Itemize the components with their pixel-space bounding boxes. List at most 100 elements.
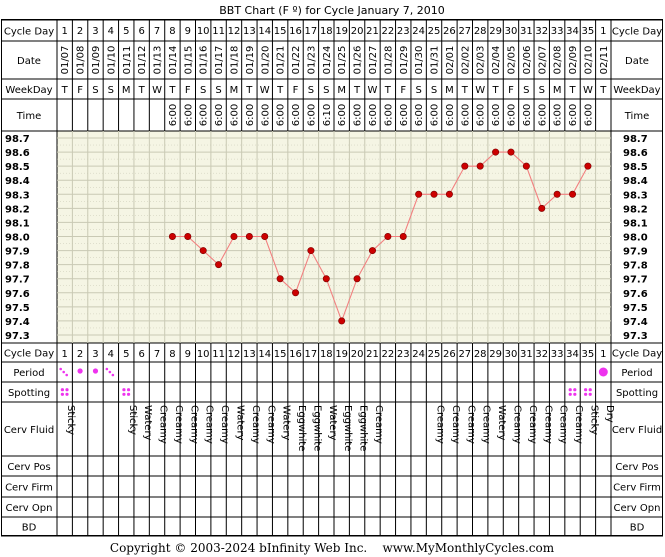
label-date-right: Date [625, 56, 649, 67]
cycle-day-label: 27 [458, 26, 471, 37]
period-light-dot [65, 373, 68, 377]
temperature-point [168, 233, 176, 241]
spotting-dot [573, 392, 577, 396]
spotting-dot [568, 392, 572, 396]
date-label: 01/08 [76, 46, 87, 75]
cerv-fluid-label: Dry [604, 405, 615, 423]
cerv-fluid-label: Creamy [188, 405, 199, 444]
y-tick-label-right: 98.1 [623, 218, 648, 229]
date-label: 01/14 [168, 46, 179, 75]
date-label: 01/20 [260, 46, 271, 75]
cycle-day-label: 33 [551, 26, 564, 37]
cerv-fluid-label: Creamy [511, 405, 522, 444]
temperature-point [492, 148, 500, 156]
cycle-day-label: 12 [228, 26, 241, 37]
cerv-fluid-label: Eggwhite [358, 405, 369, 451]
y-tick-label-left: 97.8 [5, 261, 30, 272]
date-label: 01/23 [306, 46, 317, 75]
y-tick-label-left: 97.5 [5, 303, 30, 314]
weekday-label: W [152, 85, 162, 96]
y-tick-label-left: 97.4 [5, 317, 30, 328]
y-tick-label-left: 98.6 [5, 148, 30, 159]
weekday-label: S [215, 85, 221, 96]
date-label: 02/04 [491, 46, 502, 75]
date-label: 01/17 [214, 46, 225, 75]
temperature-point [276, 275, 284, 283]
cycle-day-label-lower: 15 [274, 349, 287, 360]
y-tick-label-right: 97.5 [623, 303, 648, 314]
weekday-label: T [61, 85, 69, 96]
cycle-day-label: 25 [428, 26, 441, 37]
cycle-day-label-lower: 6 [138, 349, 144, 360]
temperature-point [368, 247, 376, 255]
temperature-point [476, 162, 484, 170]
date-label: 02/07 [537, 46, 548, 75]
weekday-label: T [568, 85, 576, 96]
chart-title: BBT Chart (F º) for Cycle January 7, 201… [219, 4, 444, 17]
label-cerv-firm-left: Cerv Firm [5, 483, 53, 494]
temperature-point [415, 190, 423, 198]
cycle-day-label-lower: 14 [258, 349, 271, 360]
cerv-fluid-label: Creamy [173, 405, 184, 444]
cycle-day-label: 22 [381, 26, 394, 37]
label-cycle-day-right: Cycle Day [612, 27, 662, 38]
cerv-fluid-label: Watery [281, 405, 292, 441]
date-label: 01/22 [291, 46, 302, 75]
temperature-point [184, 233, 192, 241]
period-light-dot [59, 367, 62, 371]
time-label: 6:00 [199, 104, 210, 126]
time-label: 6:00 [568, 104, 579, 126]
time-label: 6:10 [322, 104, 333, 126]
label-period-left: Period [13, 368, 44, 379]
period-light-dot [111, 373, 115, 377]
cycle-day-label: 31 [520, 26, 533, 37]
footer-copyright: Copyright © 2003-2024 bInfinity Web Inc.… [110, 541, 555, 555]
weekday-label: M [553, 85, 562, 96]
temperature-point [261, 233, 269, 241]
date-label: 01/18 [229, 46, 240, 75]
time-label: 6:00 [430, 104, 441, 126]
spotting-dot [584, 388, 588, 392]
label-date-left: Date [17, 56, 41, 67]
period-light-dot [105, 367, 109, 371]
cycle-day-label-lower: 12 [228, 349, 241, 360]
temperature-point [322, 275, 330, 283]
weekday-label: W [260, 85, 270, 96]
date-label: 01/11 [122, 46, 133, 75]
spotting-dot [65, 392, 69, 396]
y-tick-label-right: 98.5 [623, 162, 648, 173]
spotting-dot [60, 392, 64, 396]
time-label: 6:00 [491, 104, 502, 126]
period-heavy-dot [598, 367, 608, 377]
weekday-label: M [230, 85, 239, 96]
date-label: 01/27 [368, 46, 379, 75]
weekday-label: T [276, 85, 284, 96]
cycle-day-label: 35 [582, 26, 595, 37]
temperature-point [553, 190, 561, 198]
cycle-day-label: 34 [566, 26, 579, 37]
time-label: 6:00 [260, 104, 271, 126]
temperature-point [430, 190, 438, 198]
cycle-day-label-lower: 18 [320, 349, 333, 360]
cycle-day-label-lower: 1 [62, 349, 68, 360]
date-label: 02/10 [583, 46, 594, 75]
cycle-day-label: 18 [320, 26, 333, 37]
spotting-dot [588, 388, 592, 392]
cycle-day-label: 29 [489, 26, 502, 37]
weekday-label: M [337, 85, 346, 96]
temperature-point [522, 162, 530, 170]
cycle-day-label-lower: 22 [381, 349, 394, 360]
cerv-fluid-label: Creamy [219, 405, 230, 444]
temperature-point [353, 275, 361, 283]
temperature-point [461, 162, 469, 170]
cerv-fluid-label: Creamy [542, 405, 553, 444]
y-tick-label-right: 98.4 [623, 176, 648, 187]
label-bd-right: BD [630, 523, 645, 534]
date-label: 01/12 [137, 46, 148, 75]
cycle-day-label-lower: 8 [169, 349, 175, 360]
date-label: 02/03 [476, 46, 487, 75]
weekday-label: T [492, 85, 500, 96]
cycle-day-label-lower: 4 [108, 349, 114, 360]
y-tick-label-left: 98.2 [5, 204, 30, 215]
